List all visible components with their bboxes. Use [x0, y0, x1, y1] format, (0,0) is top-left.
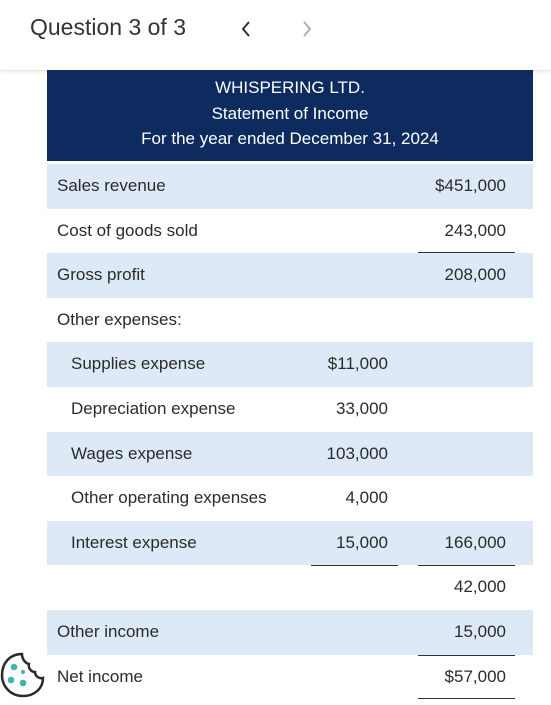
- row-label: Other income: [57, 621, 160, 641]
- row-label: Depreciation expense: [71, 398, 236, 418]
- statement-rows: Sales revenue $451,000 Cost of goods sol…: [47, 164, 533, 700]
- underline: [418, 654, 515, 656]
- cookie-icon: [0, 652, 45, 698]
- chevron-right-icon: [303, 21, 312, 37]
- underline: [418, 565, 515, 567]
- row-label: Interest expense: [71, 532, 197, 552]
- amount-total: 15,000: [454, 621, 506, 641]
- table-row: Net income $57,000: [47, 655, 533, 700]
- amount-detail: 4,000: [345, 488, 388, 508]
- table-row: Other expenses:: [47, 298, 533, 343]
- statement-period: For the year ended December 31, 2024: [141, 129, 439, 148]
- amount-total: $57,000: [444, 666, 506, 686]
- amount-detail: 15,000: [336, 532, 388, 552]
- row-label: Gross profit: [57, 265, 145, 285]
- table-row: Depreciation expense 33,000: [47, 387, 533, 432]
- table-row: Interest expense 15,000 166,000: [47, 520, 533, 567]
- amount-total: 243,000: [444, 220, 506, 240]
- company-name: WHISPERING LTD.: [215, 78, 365, 97]
- statement-header: WHISPERING LTD. Statement of Income For …: [47, 70, 533, 161]
- table-row: 42,000: [47, 565, 533, 610]
- question-header: Question 3 of 3: [0, 0, 551, 71]
- row-label: Net income: [57, 666, 143, 686]
- amount-total: 42,000: [454, 577, 506, 597]
- row-label: Other operating expenses: [71, 488, 267, 508]
- chevron-left-icon: [241, 21, 250, 37]
- amount-detail: $11,000: [327, 354, 388, 374]
- row-label: Sales revenue: [57, 176, 166, 195]
- statement-name: Statement of Income: [211, 104, 369, 123]
- row-label: Wages expense: [71, 443, 193, 463]
- previous-question-button[interactable]: [235, 16, 257, 42]
- table-row: Other income 15,000: [47, 609, 533, 656]
- table-row: Gross profit 208,000: [47, 253, 533, 298]
- amount-detail: 103,000: [326, 443, 388, 463]
- amount-total: $451,000: [435, 176, 506, 195]
- amount-total: 166,000: [444, 532, 506, 552]
- cookie-settings-button[interactable]: [0, 650, 46, 700]
- amount-total: 208,000: [444, 265, 506, 285]
- table-row: Wages expense 103,000: [47, 431, 533, 477]
- question-title: Question 3 of 3: [30, 14, 186, 40]
- table-row: Sales revenue $451,000: [47, 164, 533, 209]
- amount-detail: 33,000: [336, 398, 388, 418]
- row-label: Supplies expense: [71, 354, 206, 374]
- row-label: Other expenses:: [57, 309, 182, 329]
- double-underline: [418, 698, 515, 700]
- row-label: Cost of goods sold: [57, 220, 198, 240]
- table-row: Other operating expenses 4,000: [47, 476, 533, 521]
- underline: [311, 565, 398, 567]
- table-row: Supplies expense $11,000: [47, 342, 533, 387]
- next-question-button[interactable]: [296, 16, 318, 42]
- underline: [418, 252, 515, 254]
- table-row: Cost of goods sold 243,000: [47, 209, 533, 254]
- income-statement: WHISPERING LTD. Statement of Income For …: [47, 70, 533, 700]
